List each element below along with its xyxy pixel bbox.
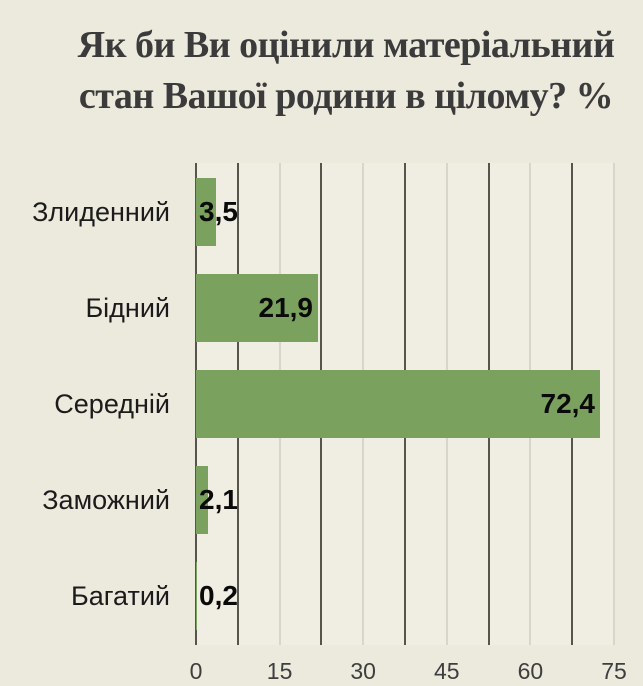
- value-label: 0,2: [199, 580, 238, 611]
- chart-title-line-2: стан Вашої родини в цілому? %: [78, 75, 614, 117]
- category-label: Середній: [54, 388, 170, 419]
- bar: [196, 562, 197, 630]
- bar: [196, 370, 600, 438]
- value-label: 2,1: [199, 484, 238, 515]
- category-label: Бідний: [85, 292, 170, 323]
- bar: [196, 178, 216, 246]
- category-label: Багатий: [71, 580, 170, 611]
- x-tick-label: 60: [517, 658, 544, 684]
- value-label: 3,5: [199, 196, 238, 227]
- x-tick-label: 15: [266, 658, 293, 684]
- category-label: Заможний: [42, 484, 170, 515]
- value-label: 21,9: [258, 292, 314, 323]
- x-tick-label: 45: [434, 658, 460, 684]
- chart-title-line-1: Як би Ви оцінили матеріальний: [77, 24, 615, 66]
- x-tick-label: 75: [601, 658, 627, 684]
- bar: [196, 274, 318, 342]
- category-label: Злиденний: [32, 196, 170, 227]
- x-tick-label: 30: [350, 658, 376, 684]
- bar: [196, 466, 208, 534]
- gridline: [613, 163, 615, 645]
- chart-title: Як би Ви оцінили матеріальний стан Вашої…: [52, 20, 640, 122]
- plot-area: Злиденний 3,5 Бідний 21,9 Середній 72,4 Заможн…: [32, 163, 627, 684]
- value-label: 72,4: [540, 388, 596, 419]
- x-tick-label: 0: [189, 658, 203, 684]
